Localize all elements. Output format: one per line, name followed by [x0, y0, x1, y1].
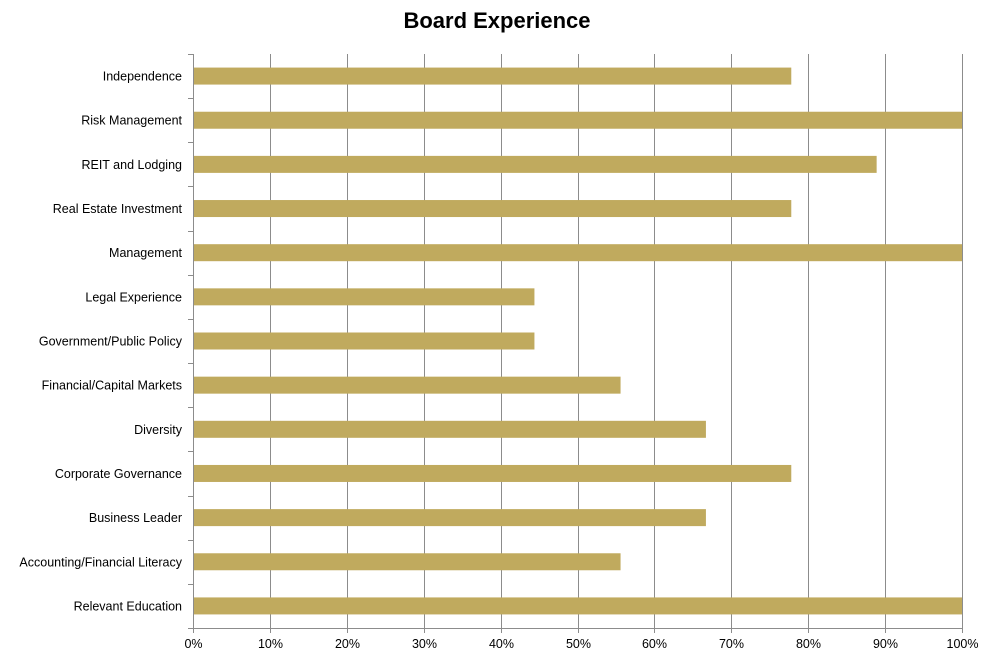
category-label: REIT and Lodging — [81, 158, 182, 172]
bar — [194, 155, 877, 173]
x-tick-label: 70% — [719, 637, 744, 651]
x-tick-label: 60% — [642, 637, 667, 651]
category-label: Real Estate Investment — [53, 202, 183, 216]
bar — [194, 244, 962, 262]
x-tick-label: 20% — [335, 637, 360, 651]
category-label: Independence — [103, 70, 182, 84]
category-label: Business Leader — [89, 511, 182, 525]
x-tick-label: 30% — [412, 637, 437, 651]
bar — [194, 553, 621, 571]
x-tick-label: 80% — [796, 637, 821, 651]
chart-title: Board Experience — [403, 8, 591, 33]
x-tick-label: 50% — [566, 637, 591, 651]
bar — [194, 288, 535, 306]
x-tick-label: 0% — [184, 637, 202, 651]
category-label: Relevant Education — [74, 599, 182, 613]
x-tick-label: 10% — [258, 637, 283, 651]
category-label: Government/Public Policy — [39, 335, 183, 349]
category-label: Management — [109, 246, 182, 260]
category-label: Financial/Capital Markets — [42, 379, 182, 393]
bar — [194, 200, 792, 218]
category-label: Diversity — [134, 423, 183, 437]
bar — [194, 420, 706, 438]
category-label: Accounting/Financial Literacy — [19, 555, 182, 569]
x-tick-label: 100% — [947, 637, 979, 651]
bar — [194, 376, 621, 394]
x-tick-label: 90% — [873, 637, 898, 651]
x-tick-label: 40% — [489, 637, 514, 651]
category-label: Risk Management — [81, 114, 182, 128]
category-label: Legal Experience — [85, 290, 182, 304]
bar — [194, 597, 962, 615]
category-label: Corporate Governance — [55, 467, 182, 481]
bar — [194, 464, 792, 482]
bar — [194, 67, 792, 85]
bar — [194, 332, 535, 350]
bar — [194, 111, 962, 129]
bar — [194, 509, 706, 527]
